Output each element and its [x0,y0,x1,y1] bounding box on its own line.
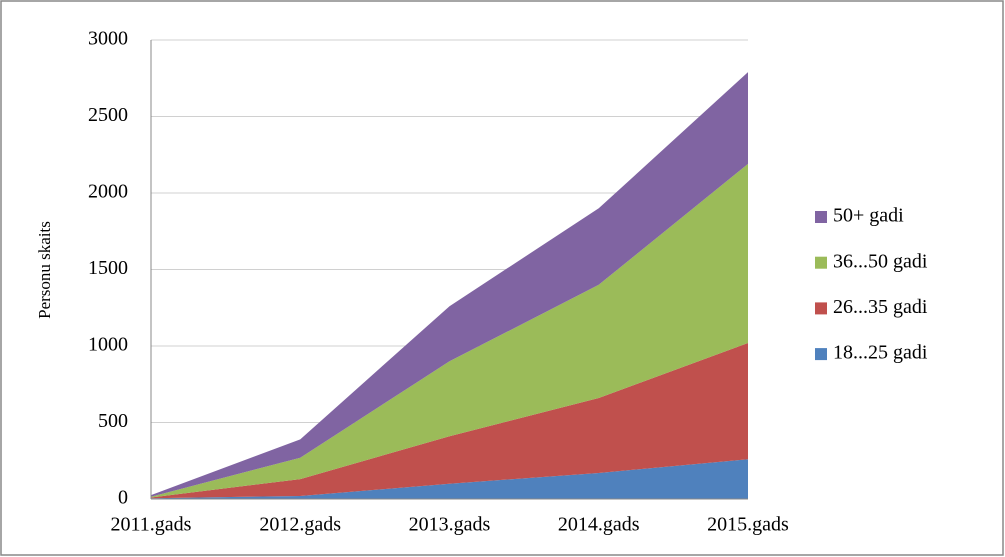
y-tick-label: 2000 [88,181,128,203]
y-tick-label: 0 [118,487,128,509]
y-tick-label: 500 [98,410,128,432]
x-tick-label: 2011.gads [111,514,192,536]
legend-swatch [815,302,827,315]
area [151,459,748,499]
x-tick-label: 2014.gads [558,514,640,536]
legend-swatch [815,211,827,223]
y-tick-label: 1500 [88,257,128,279]
legend-swatch [815,348,827,361]
legend-swatch [815,256,827,269]
y-tick-label: 1000 [88,334,128,356]
x-tick-label: 2015.gads [707,514,789,536]
legend-label: 50+ gadi [833,205,904,227]
legend-label: 18...25 gadi [833,342,928,364]
x-tick-label: 2013.gads [409,514,491,536]
legend-label: 26...35 gadi [833,296,928,318]
area [151,163,748,498]
x-tick-label: 2012.gads [259,514,341,536]
area [151,342,748,499]
y-tick-label: 3000 [88,28,128,50]
y-tick-label: 2500 [88,104,128,126]
legend-label: 36...50 gadi [833,250,928,272]
y-axis-label: Personu skaits [35,221,54,319]
